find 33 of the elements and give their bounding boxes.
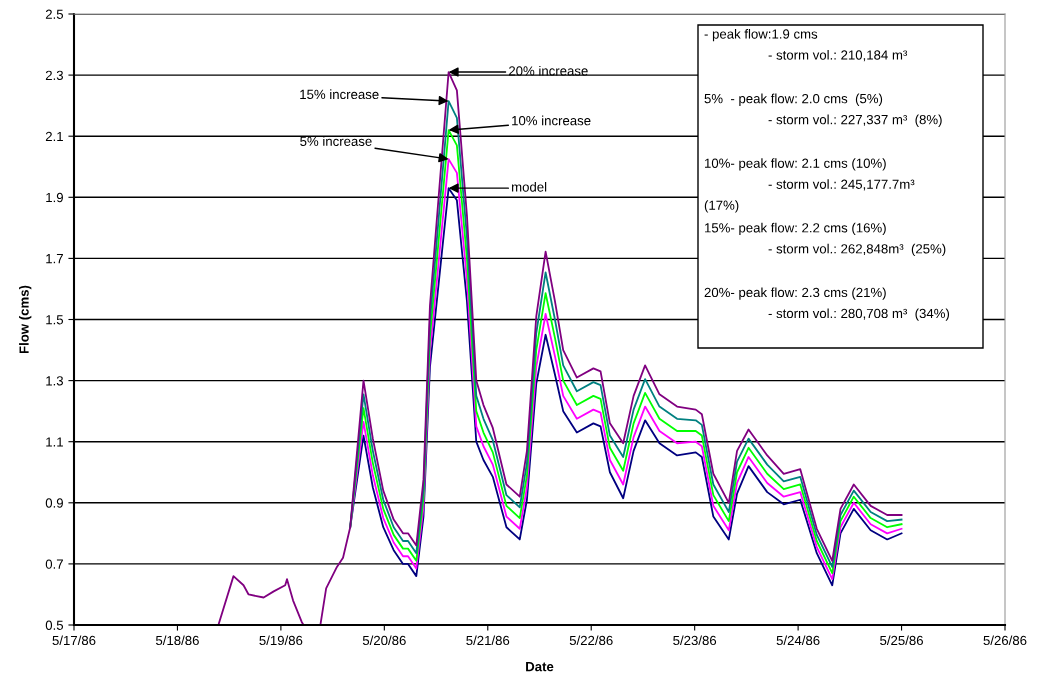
annotation: 5% - peak flow: 2.0 cms (5%) - storm vol.: 227,337 m³ (8%) [704, 93, 942, 127]
y-tick-label: 1.3 [46, 376, 64, 386]
text: 10%- peak flow: 2.1 cms (10%) - storm vol.: 245,177.7m³ (17%) [704, 158, 915, 213]
y-tick-label: 1.5 [46, 315, 64, 325]
y-tick-label: 2.5 [45, 9, 64, 19]
y-tick-label: 1.7 [46, 254, 63, 264]
y-axis-title: Flow (cms) [19, 285, 32, 354]
x-tick-label: 5/18/86 [155, 635, 199, 646]
x-tick-label: 5/25/86 [880, 635, 923, 646]
y-tick-label: 0.7 [45, 559, 63, 569]
x-tick-label: 5/24/86 [776, 635, 820, 646]
annotation: 5% increase [300, 136, 372, 146]
annotation: - peak flow:1.9 cms - storm vol.: 210,184 m³ [704, 29, 908, 62]
x-tick-label: 5/21/86 [466, 635, 510, 646]
x-tick-label: 5/23/86 [673, 635, 717, 646]
annotation: 10% increase [512, 115, 591, 126]
y-tick-label: 2.1 [45, 131, 63, 141]
annotation: 15% increase [300, 89, 379, 100]
x-tick-label: 5/20/86 [362, 635, 406, 646]
annotation: model [512, 181, 547, 192]
x-axis-title: Date [526, 662, 554, 672]
y-tick-label: 0.5 [45, 620, 64, 630]
x-tick-label: 5/22/86 [569, 635, 613, 646]
annotation: 15%- peak flow: 2.2 cms (16%) - storm vol.: 262,848m³ (25%) [705, 222, 946, 257]
y-tick-label: 0.9 [45, 498, 63, 508]
annotation: 20%- peak flow: 2.3 cms (21%) - storm vol.: 280,708 m³ (34%) [704, 287, 950, 321]
y-tick-label: 1.1 [46, 437, 63, 447]
x-tick-label: 5/19/86 [259, 635, 303, 646]
x-tick-label: 5/17/86 [52, 635, 96, 646]
annotation: 20% increase [509, 65, 588, 76]
y-tick-label: 1.9 [46, 192, 63, 203]
x-tick-label: 5/26/86 [983, 635, 1027, 646]
y-tick-label: 2.3 [45, 70, 64, 81]
